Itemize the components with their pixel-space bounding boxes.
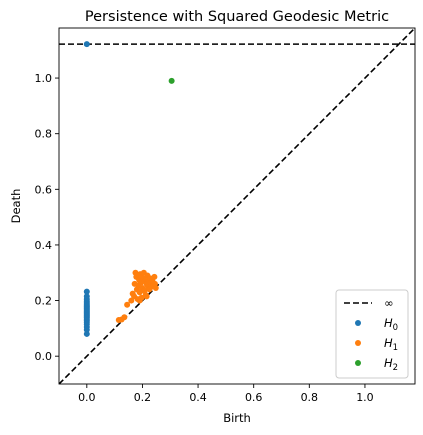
legend-box (335, 289, 409, 379)
chart-title: Persistence with Squared Geodesic Metric (85, 9, 389, 25)
x-axis-label: Birth (223, 411, 251, 425)
x-axis: 0.0 0.2 0.4 0.6 0.8 1.0 (78, 384, 374, 404)
series-h0 (83, 41, 90, 337)
diagonal-line (59, 28, 415, 384)
x-tick-label: 1.0 (356, 391, 374, 404)
x-tick-label: 0.4 (189, 391, 207, 404)
point-h1 (136, 297, 143, 304)
legend-label: H0 (384, 316, 398, 333)
legend-marker (355, 340, 361, 346)
point-h1 (151, 273, 158, 280)
point-h0 (83, 41, 90, 48)
x-tick-label: 0.0 (78, 391, 96, 404)
y-axis: 0.0 0.2 0.4 0.6 0.8 1.0 (35, 72, 59, 363)
y-tick-label: 0.8 (35, 128, 53, 141)
y-tick-label: 1.0 (35, 72, 53, 85)
x-tick-label: 0.8 (301, 391, 319, 404)
y-tick-label: 0.0 (35, 350, 53, 363)
series-h2 (168, 77, 175, 84)
legend-marker (355, 320, 361, 326)
point-h1 (152, 285, 159, 292)
point-h1 (143, 293, 150, 300)
point-h0 (83, 330, 90, 337)
point-h0 (83, 288, 90, 295)
legend: ∞ H0 H1 H2 (335, 289, 409, 379)
series-h1 (115, 269, 159, 324)
y-axis-label: Death (9, 189, 23, 224)
y-tick-label: 0.6 (35, 183, 53, 196)
legend-label: H1 (384, 336, 398, 353)
x-tick-label: 0.2 (134, 391, 152, 404)
point-h2 (168, 77, 175, 84)
legend-label: ∞ (384, 296, 394, 310)
point-h1 (124, 301, 131, 308)
point-h0 (83, 326, 90, 333)
legend-marker (355, 360, 361, 366)
y-tick-label: 0.4 (35, 239, 53, 252)
y-tick-label: 0.2 (35, 295, 53, 308)
x-tick-label: 0.6 (245, 391, 263, 404)
plot-frame (58, 27, 416, 385)
point-h1 (121, 314, 128, 321)
legend-label: H2 (384, 356, 398, 373)
